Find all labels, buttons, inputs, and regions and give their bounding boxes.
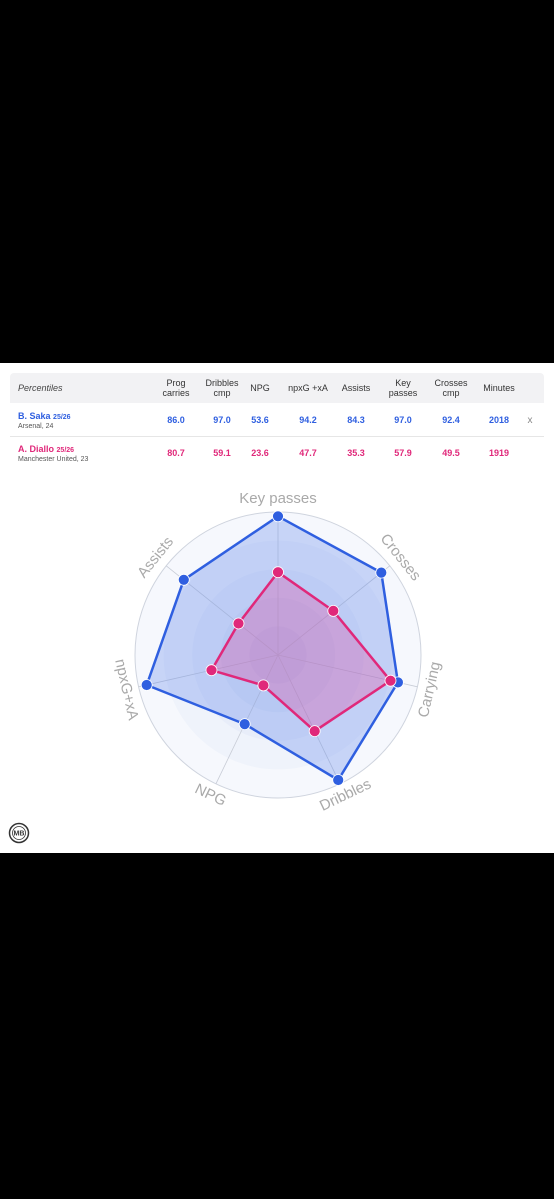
header-npg: NPG <box>250 383 270 393</box>
value-crosses-cmp: 92.4 <box>442 415 460 425</box>
value-key-passes: 97.0 <box>394 415 412 425</box>
data-point-diallo <box>384 674 397 687</box>
header-crosses-cmp: Crosses cmp <box>434 378 468 398</box>
data-point-saka <box>238 718 251 731</box>
table-row: A. Diallo 25/26 Manchester United, 23 80… <box>10 437 544 469</box>
value-prog-carries: 86.0 <box>167 415 185 425</box>
radar-chart: Key passesCrossesCarryingDribblesNPGnpxG… <box>111 490 444 815</box>
series-area-saka <box>145 515 400 782</box>
data-point-diallo <box>327 604 340 617</box>
value-dribbles-cmp: 97.0 <box>213 415 231 425</box>
brand-logo-text: MB <box>14 831 25 838</box>
percentile-table: Percentiles Prog carries Dribbles cmp NPG … <box>10 373 544 469</box>
header-assists: Assists <box>341 383 371 393</box>
grid-spoke <box>277 654 341 785</box>
value-minutes: 2018 <box>488 415 510 425</box>
series-area-diallo <box>210 570 392 733</box>
header-dribbles-cmp: Dribbles cmp <box>205 378 239 398</box>
data-point-diallo <box>232 617 245 630</box>
data-point-saka <box>140 679 153 691</box>
data-point-saka <box>375 566 388 579</box>
player-name[interactable]: A. Diallo 25/26 <box>18 444 75 454</box>
header-percentiles: Percentiles <box>18 383 63 393</box>
value-npg: 23.6 <box>251 448 269 458</box>
value-crosses-cmp: 49.5 <box>442 448 460 458</box>
value-npxg-xa: 47.7 <box>299 448 317 458</box>
data-point-diallo <box>272 566 284 579</box>
player-club: Manchester United, 23 <box>18 456 89 463</box>
value-minutes: 1919 <box>488 448 510 458</box>
header-key-passes: Key passes <box>388 378 418 398</box>
header-minutes: Minutes <box>483 383 515 393</box>
remove-player-button[interactable]: x <box>527 414 533 426</box>
axis-label: Key passes <box>239 490 317 507</box>
player-name[interactable]: B. Saka 25/26 <box>18 411 71 421</box>
data-point-saka <box>177 573 190 586</box>
header-npxg-xa: npxG +xA <box>288 383 328 393</box>
table-row: B. Saka 25/26 Arsenal, 24 86.0 97.0 53.6… <box>10 404 544 437</box>
data-point-saka <box>272 510 284 523</box>
value-npxg-xa: 94.2 <box>299 415 317 425</box>
value-assists: 84.3 <box>347 415 365 425</box>
value-key-passes: 57.9 <box>394 448 412 458</box>
data-point-diallo <box>205 664 218 677</box>
comparison-panel: Percentiles Prog carries Dribbles cmp NPG … <box>0 363 554 853</box>
brand-logo: MB <box>8 822 30 844</box>
data-point-diallo <box>257 679 270 692</box>
value-prog-carries: 80.7 <box>167 448 185 458</box>
data-point-saka <box>332 774 345 786</box>
value-npg: 53.6 <box>251 415 269 425</box>
value-dribbles-cmp: 59.1 <box>213 448 231 458</box>
table-header: Percentiles Prog carries Dribbles cmp NPG … <box>10 373 544 403</box>
header-prog-carries: Prog carries <box>162 378 190 398</box>
player-club: Arsenal, 24 <box>18 423 54 430</box>
data-point-diallo <box>308 725 321 738</box>
value-assists: 35.3 <box>347 448 365 458</box>
